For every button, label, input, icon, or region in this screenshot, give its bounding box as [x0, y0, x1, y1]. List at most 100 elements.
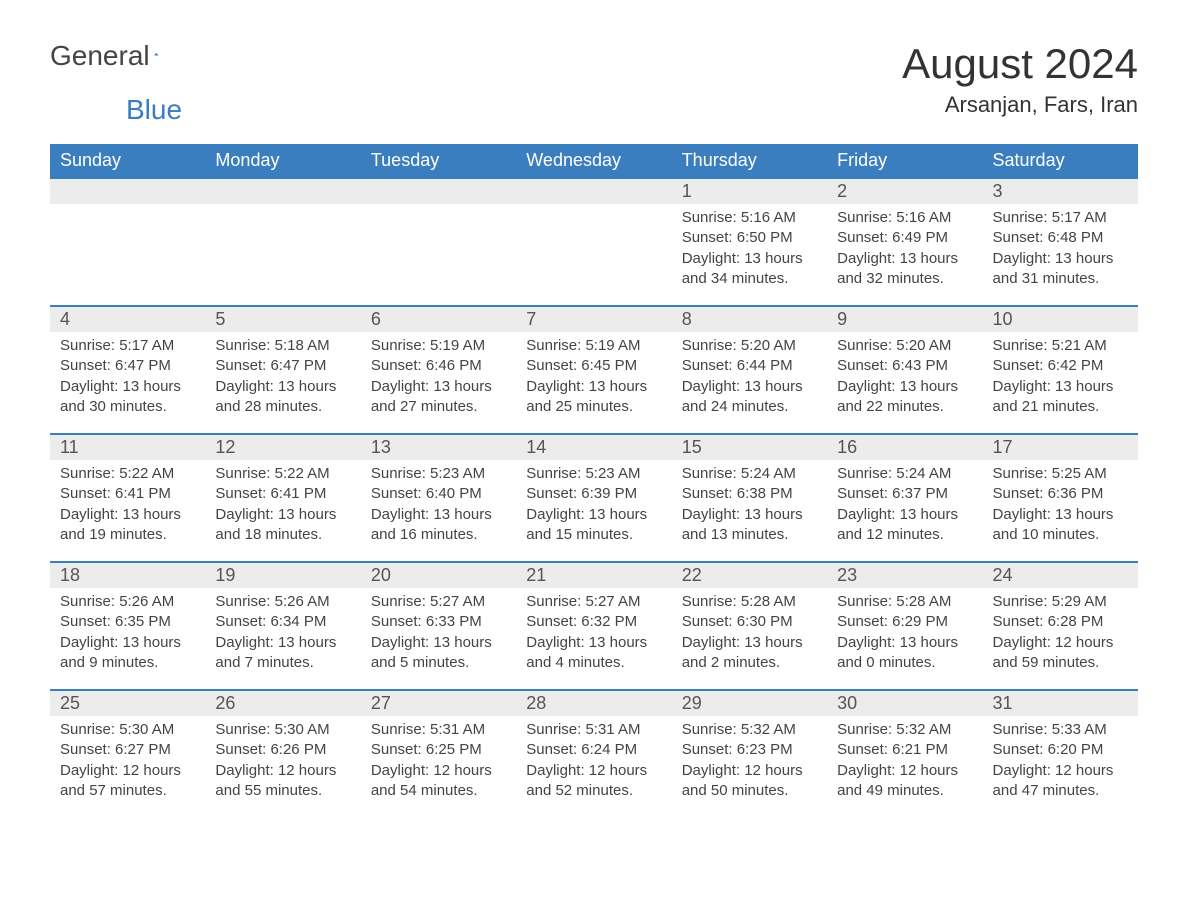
- day-number: 21: [516, 563, 671, 588]
- calendar-cell: 3Sunrise: 5:17 AMSunset: 6:48 PMDaylight…: [983, 177, 1138, 305]
- calendar-cell: 23Sunrise: 5:28 AMSunset: 6:29 PMDayligh…: [827, 561, 982, 689]
- day-number: 12: [205, 435, 360, 460]
- day-number: 20: [361, 563, 516, 588]
- day-number: 23: [827, 563, 982, 588]
- day-details: Sunrise: 5:26 AMSunset: 6:35 PMDaylight:…: [50, 588, 205, 681]
- day-details: Sunrise: 5:16 AMSunset: 6:50 PMDaylight:…: [672, 204, 827, 297]
- day-details: Sunrise: 5:16 AMSunset: 6:49 PMDaylight:…: [827, 204, 982, 297]
- logo: General: [50, 40, 184, 72]
- weekday-header: Wednesday: [516, 144, 671, 177]
- day-details: Sunrise: 5:30 AMSunset: 6:27 PMDaylight:…: [50, 716, 205, 809]
- calendar-cell: 27Sunrise: 5:31 AMSunset: 6:25 PMDayligh…: [361, 689, 516, 817]
- day-details: Sunrise: 5:21 AMSunset: 6:42 PMDaylight:…: [983, 332, 1138, 425]
- day-number: 9: [827, 307, 982, 332]
- calendar-cell: 13Sunrise: 5:23 AMSunset: 6:40 PMDayligh…: [361, 433, 516, 561]
- empty-day: [205, 179, 360, 204]
- day-details: Sunrise: 5:27 AMSunset: 6:32 PMDaylight:…: [516, 588, 671, 681]
- day-number: 16: [827, 435, 982, 460]
- day-number: 25: [50, 691, 205, 716]
- calendar-cell: 29Sunrise: 5:32 AMSunset: 6:23 PMDayligh…: [672, 689, 827, 817]
- day-number: 15: [672, 435, 827, 460]
- day-number: 14: [516, 435, 671, 460]
- day-details: Sunrise: 5:19 AMSunset: 6:45 PMDaylight:…: [516, 332, 671, 425]
- calendar-row: 18Sunrise: 5:26 AMSunset: 6:35 PMDayligh…: [50, 561, 1138, 689]
- calendar-cell: 25Sunrise: 5:30 AMSunset: 6:27 PMDayligh…: [50, 689, 205, 817]
- logo-text-general: General: [50, 40, 150, 72]
- calendar-body: 1Sunrise: 5:16 AMSunset: 6:50 PMDaylight…: [50, 177, 1138, 817]
- day-number: 19: [205, 563, 360, 588]
- calendar-cell: [516, 177, 671, 305]
- empty-day: [50, 179, 205, 204]
- day-number: 6: [361, 307, 516, 332]
- day-number: 24: [983, 563, 1138, 588]
- calendar-cell: 8Sunrise: 5:20 AMSunset: 6:44 PMDaylight…: [672, 305, 827, 433]
- calendar-cell: 21Sunrise: 5:27 AMSunset: 6:32 PMDayligh…: [516, 561, 671, 689]
- day-details: Sunrise: 5:28 AMSunset: 6:29 PMDaylight:…: [827, 588, 982, 681]
- day-details: Sunrise: 5:25 AMSunset: 6:36 PMDaylight:…: [983, 460, 1138, 553]
- calendar-cell: 19Sunrise: 5:26 AMSunset: 6:34 PMDayligh…: [205, 561, 360, 689]
- day-details: Sunrise: 5:23 AMSunset: 6:40 PMDaylight:…: [361, 460, 516, 553]
- day-number: 22: [672, 563, 827, 588]
- calendar-row: 1Sunrise: 5:16 AMSunset: 6:50 PMDaylight…: [50, 177, 1138, 305]
- day-details: Sunrise: 5:19 AMSunset: 6:46 PMDaylight:…: [361, 332, 516, 425]
- day-number: 8: [672, 307, 827, 332]
- logo-text-blue: Blue: [126, 94, 182, 125]
- calendar-cell: 4Sunrise: 5:17 AMSunset: 6:47 PMDaylight…: [50, 305, 205, 433]
- calendar-cell: 17Sunrise: 5:25 AMSunset: 6:36 PMDayligh…: [983, 433, 1138, 561]
- day-details: Sunrise: 5:24 AMSunset: 6:38 PMDaylight:…: [672, 460, 827, 553]
- location: Arsanjan, Fars, Iran: [902, 92, 1138, 118]
- day-number: 5: [205, 307, 360, 332]
- empty-day: [361, 179, 516, 204]
- day-number: 30: [827, 691, 982, 716]
- day-number: 18: [50, 563, 205, 588]
- calendar-cell: [50, 177, 205, 305]
- calendar-cell: 20Sunrise: 5:27 AMSunset: 6:33 PMDayligh…: [361, 561, 516, 689]
- calendar-cell: 15Sunrise: 5:24 AMSunset: 6:38 PMDayligh…: [672, 433, 827, 561]
- empty-day: [516, 179, 671, 204]
- calendar-cell: 7Sunrise: 5:19 AMSunset: 6:45 PMDaylight…: [516, 305, 671, 433]
- logo-flag-icon: [154, 45, 159, 63]
- calendar-table: SundayMondayTuesdayWednesdayThursdayFrid…: [50, 144, 1138, 817]
- weekday-header: Monday: [205, 144, 360, 177]
- calendar-cell: 28Sunrise: 5:31 AMSunset: 6:24 PMDayligh…: [516, 689, 671, 817]
- day-details: Sunrise: 5:18 AMSunset: 6:47 PMDaylight:…: [205, 332, 360, 425]
- day-number: 17: [983, 435, 1138, 460]
- day-number: 26: [205, 691, 360, 716]
- weekday-header-row: SundayMondayTuesdayWednesdayThursdayFrid…: [50, 144, 1138, 177]
- day-details: Sunrise: 5:31 AMSunset: 6:25 PMDaylight:…: [361, 716, 516, 809]
- calendar-cell: 16Sunrise: 5:24 AMSunset: 6:37 PMDayligh…: [827, 433, 982, 561]
- day-details: Sunrise: 5:30 AMSunset: 6:26 PMDaylight:…: [205, 716, 360, 809]
- day-details: Sunrise: 5:22 AMSunset: 6:41 PMDaylight:…: [205, 460, 360, 553]
- day-number: 3: [983, 179, 1138, 204]
- day-number: 31: [983, 691, 1138, 716]
- day-number: 28: [516, 691, 671, 716]
- weekday-header: Saturday: [983, 144, 1138, 177]
- calendar-cell: 30Sunrise: 5:32 AMSunset: 6:21 PMDayligh…: [827, 689, 982, 817]
- day-number: 13: [361, 435, 516, 460]
- calendar-cell: 2Sunrise: 5:16 AMSunset: 6:49 PMDaylight…: [827, 177, 982, 305]
- calendar-cell: 22Sunrise: 5:28 AMSunset: 6:30 PMDayligh…: [672, 561, 827, 689]
- calendar-cell: 1Sunrise: 5:16 AMSunset: 6:50 PMDaylight…: [672, 177, 827, 305]
- day-details: Sunrise: 5:22 AMSunset: 6:41 PMDaylight:…: [50, 460, 205, 553]
- weekday-header: Sunday: [50, 144, 205, 177]
- calendar-row: 4Sunrise: 5:17 AMSunset: 6:47 PMDaylight…: [50, 305, 1138, 433]
- calendar-cell: 9Sunrise: 5:20 AMSunset: 6:43 PMDaylight…: [827, 305, 982, 433]
- day-number: 2: [827, 179, 982, 204]
- day-details: Sunrise: 5:20 AMSunset: 6:43 PMDaylight:…: [827, 332, 982, 425]
- day-number: 11: [50, 435, 205, 460]
- day-number: 4: [50, 307, 205, 332]
- day-details: Sunrise: 5:32 AMSunset: 6:21 PMDaylight:…: [827, 716, 982, 809]
- calendar-cell: 11Sunrise: 5:22 AMSunset: 6:41 PMDayligh…: [50, 433, 205, 561]
- day-details: Sunrise: 5:33 AMSunset: 6:20 PMDaylight:…: [983, 716, 1138, 809]
- day-details: Sunrise: 5:26 AMSunset: 6:34 PMDaylight:…: [205, 588, 360, 681]
- day-details: Sunrise: 5:32 AMSunset: 6:23 PMDaylight:…: [672, 716, 827, 809]
- weekday-header: Friday: [827, 144, 982, 177]
- weekday-header: Thursday: [672, 144, 827, 177]
- calendar-cell: 12Sunrise: 5:22 AMSunset: 6:41 PMDayligh…: [205, 433, 360, 561]
- day-details: Sunrise: 5:20 AMSunset: 6:44 PMDaylight:…: [672, 332, 827, 425]
- day-number: 7: [516, 307, 671, 332]
- calendar-row: 11Sunrise: 5:22 AMSunset: 6:41 PMDayligh…: [50, 433, 1138, 561]
- month-title: August 2024: [902, 40, 1138, 88]
- day-number: 27: [361, 691, 516, 716]
- day-number: 10: [983, 307, 1138, 332]
